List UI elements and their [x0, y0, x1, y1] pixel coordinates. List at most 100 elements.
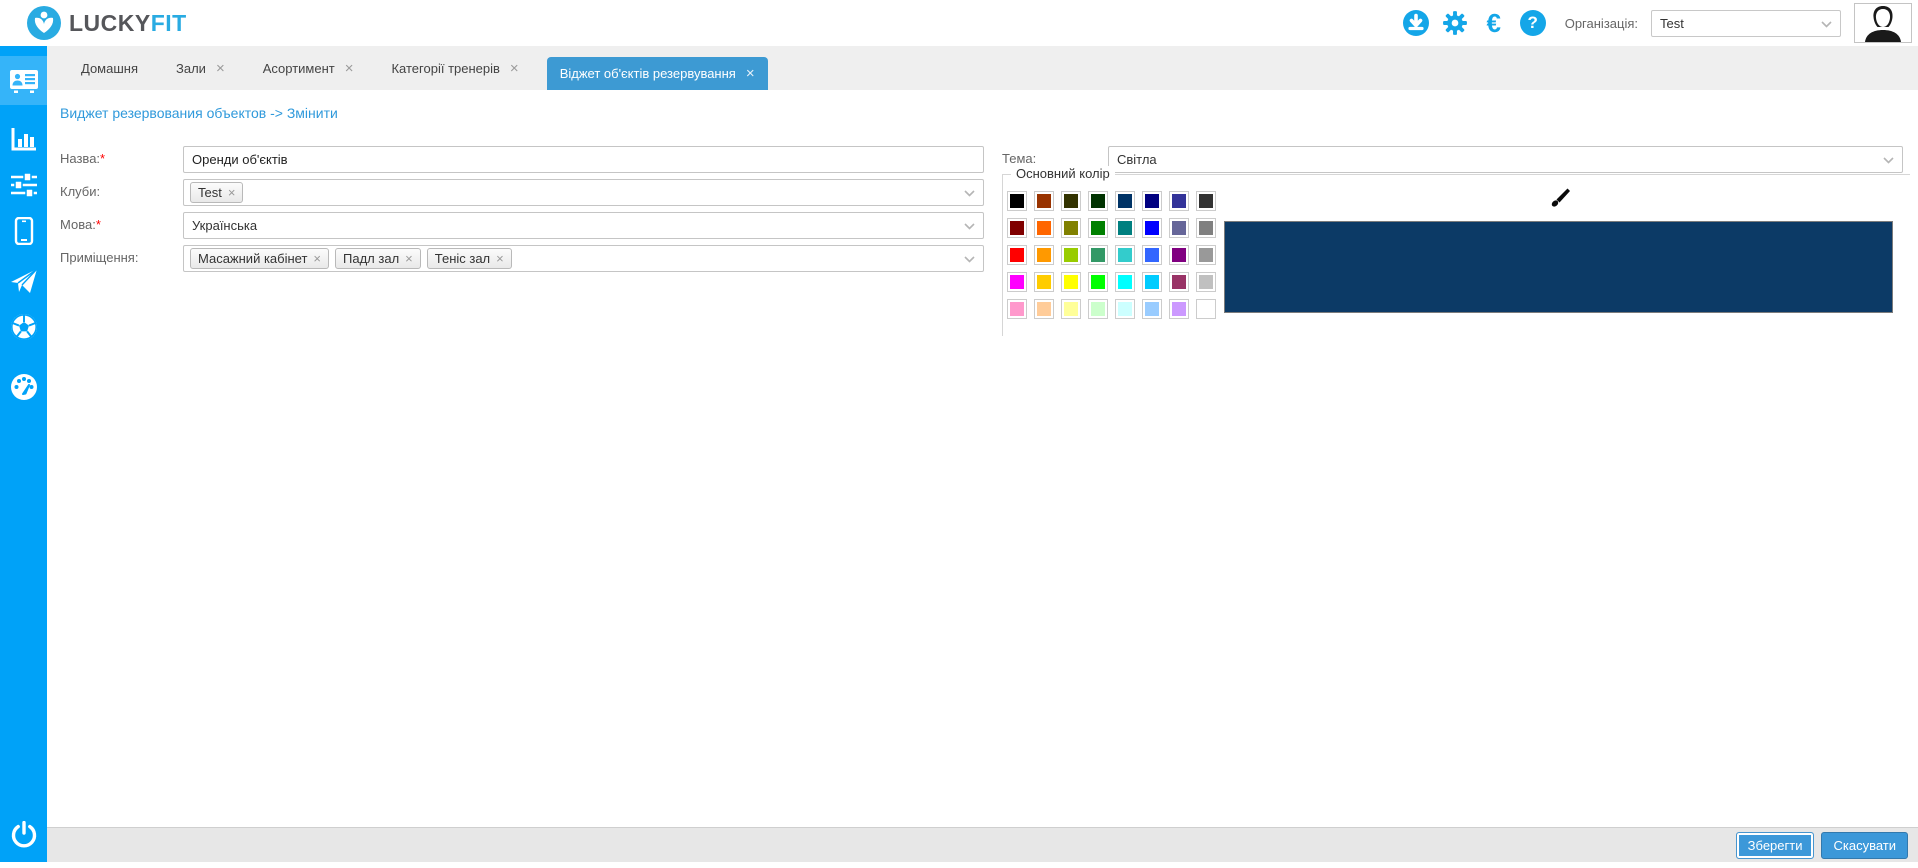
language-label: Мова:* — [60, 217, 101, 232]
color-swatch[interactable] — [1007, 299, 1027, 319]
chevron-down-icon — [1821, 20, 1832, 28]
language-select[interactable]: Українська — [183, 212, 984, 239]
color-swatch-fill — [1145, 275, 1159, 289]
color-swatch-fill — [1091, 275, 1105, 289]
power-icon — [11, 821, 36, 848]
save-button[interactable]: Зберегти — [1735, 832, 1815, 859]
color-swatch[interactable] — [1088, 272, 1108, 292]
color-swatch-fill — [1145, 221, 1159, 235]
theme-value: Світла — [1117, 152, 1157, 167]
room-tag: Падл зал × — [335, 248, 421, 269]
color-swatch[interactable] — [1196, 299, 1216, 319]
brush-icon[interactable] — [1548, 187, 1572, 211]
color-swatch[interactable] — [1196, 245, 1216, 265]
color-swatch[interactable] — [1115, 218, 1135, 238]
color-swatch[interactable] — [1061, 245, 1081, 265]
theme-label: Тема: — [1002, 151, 1037, 166]
remove-tag-icon[interactable]: × — [313, 251, 322, 266]
name-field[interactable] — [183, 146, 984, 173]
theme-select[interactable]: Світла — [1108, 146, 1903, 173]
color-swatch[interactable] — [1115, 299, 1135, 319]
remove-tag-icon[interactable]: × — [405, 251, 413, 266]
logo: LUCKYFIT — [26, 5, 187, 41]
organization-select[interactable]: Test — [1651, 9, 1841, 37]
color-swatch[interactable] — [1061, 191, 1081, 211]
sidebar-item-reports[interactable] — [0, 116, 47, 162]
color-swatch[interactable] — [1169, 299, 1189, 319]
color-swatch[interactable] — [1115, 245, 1135, 265]
color-swatch[interactable] — [1007, 245, 1027, 265]
help-icon[interactable]: ? — [1519, 10, 1546, 36]
color-swatch-fill — [1064, 275, 1078, 289]
color-swatch-fill — [1064, 221, 1078, 235]
sidebar-item-mobile-app[interactable] — [0, 208, 47, 254]
sidebar-item-clients[interactable] — [0, 56, 47, 105]
sidebar-item-sport[interactable] — [0, 304, 47, 350]
currency-euro-icon[interactable]: € — [1486, 8, 1501, 38]
tab-trainer-categories[interactable]: Категорії тренерів × — [391, 59, 519, 77]
organization-value: Test — [1660, 15, 1684, 31]
color-swatch[interactable] — [1088, 191, 1108, 211]
color-swatch[interactable] — [1034, 299, 1054, 319]
main-color-group: Основний колір — [1002, 166, 1910, 336]
color-swatch[interactable] — [1061, 218, 1081, 238]
color-swatch[interactable] — [1169, 245, 1189, 265]
clubs-label: Клуби: — [60, 184, 101, 199]
color-swatch[interactable] — [1034, 272, 1054, 292]
color-swatch-fill — [1010, 248, 1024, 262]
tab-assortment[interactable]: Асортимент × — [262, 59, 354, 77]
close-icon[interactable]: × — [344, 59, 354, 77]
color-swatch[interactable] — [1034, 245, 1054, 265]
color-swatch[interactable] — [1142, 245, 1162, 265]
close-icon[interactable]: × — [215, 59, 225, 77]
color-swatch-fill — [1064, 248, 1078, 262]
clubs-multiselect[interactable]: Test × — [183, 179, 984, 206]
luckyfit-logo-icon — [27, 6, 61, 40]
close-icon[interactable]: × — [509, 59, 519, 77]
color-swatch[interactable] — [1007, 272, 1027, 292]
remove-tag-icon[interactable]: × — [227, 185, 236, 200]
color-swatch[interactable] — [1034, 218, 1054, 238]
color-preview[interactable] — [1224, 221, 1893, 313]
color-swatch-fill — [1037, 221, 1051, 235]
color-swatch[interactable] — [1196, 272, 1216, 292]
club-tag: Test × — [190, 182, 244, 203]
color-swatch[interactable] — [1115, 191, 1135, 211]
name-input[interactable] — [192, 152, 975, 167]
color-swatch[interactable] — [1169, 218, 1189, 238]
rooms-multiselect[interactable]: Масажний кабінет × Падл зал × Теніс зал × — [183, 245, 984, 272]
remove-tag-icon[interactable]: × — [496, 251, 504, 266]
cancel-button[interactable]: Скасувати — [1821, 832, 1908, 859]
color-swatch[interactable] — [1142, 218, 1162, 238]
close-icon[interactable]: × — [745, 65, 755, 82]
download-icon[interactable] — [1402, 10, 1429, 36]
color-swatch[interactable] — [1169, 272, 1189, 292]
color-swatch[interactable] — [1088, 245, 1108, 265]
color-swatch-fill — [1064, 302, 1078, 316]
organization-label: Організація: — [1564, 15, 1638, 31]
color-swatch[interactable] — [1061, 299, 1081, 319]
tab-halls[interactable]: Зали × — [176, 59, 225, 77]
color-swatch[interactable] — [1196, 191, 1216, 211]
tab-home[interactable]: Домашня — [81, 60, 138, 76]
color-swatch[interactable] — [1142, 272, 1162, 292]
color-swatch[interactable] — [1088, 218, 1108, 238]
logout-power-button[interactable] — [0, 812, 47, 858]
color-swatch[interactable] — [1061, 272, 1081, 292]
settings-gear-icon[interactable] — [1442, 10, 1468, 36]
sidebar-item-messaging[interactable] — [0, 258, 47, 304]
color-swatch[interactable] — [1088, 299, 1108, 319]
color-swatch[interactable] — [1007, 218, 1027, 238]
color-swatch[interactable] — [1115, 272, 1135, 292]
color-swatch[interactable] — [1142, 191, 1162, 211]
color-swatch[interactable] — [1007, 191, 1027, 211]
avatar[interactable] — [1854, 3, 1912, 43]
color-swatch[interactable] — [1169, 191, 1189, 211]
color-swatch[interactable] — [1196, 218, 1216, 238]
color-swatch[interactable] — [1034, 191, 1054, 211]
tab-reservation-widget[interactable]: Віджет об'єктів резервування × — [546, 57, 768, 90]
sidebar-item-settings[interactable] — [0, 162, 47, 208]
color-swatch-fill — [1145, 194, 1159, 208]
sidebar-item-dashboard[interactable] — [0, 364, 47, 410]
color-swatch[interactable] — [1142, 299, 1162, 319]
